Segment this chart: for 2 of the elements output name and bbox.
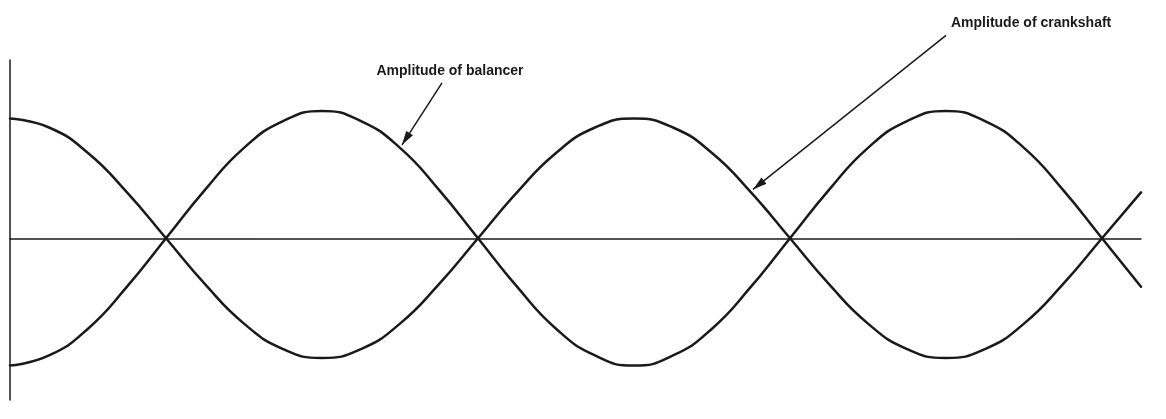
text: Amplitude of crankshaft — [951, 14, 1112, 31]
text: Amplitude of balancer — [376, 61, 525, 78]
